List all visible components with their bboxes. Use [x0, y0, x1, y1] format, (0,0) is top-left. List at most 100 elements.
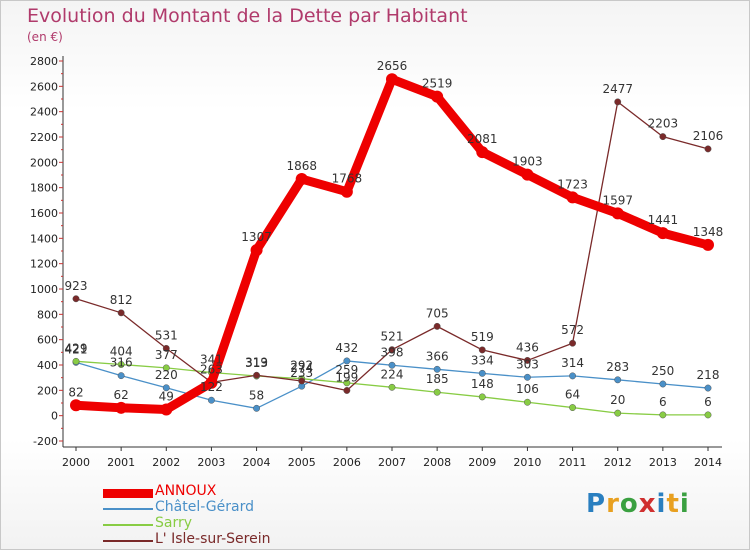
- data-point: [162, 384, 170, 392]
- logo-letter: i: [679, 489, 690, 519]
- data-label: 319: [245, 355, 268, 369]
- data-label: 283: [606, 360, 629, 374]
- data-point: [521, 168, 534, 181]
- data-label: 1348: [693, 225, 724, 239]
- legend-swatch: [103, 540, 153, 542]
- data-point: [433, 388, 441, 396]
- data-label: 20: [610, 393, 625, 407]
- data-point: [478, 369, 486, 377]
- data-label: 572: [561, 323, 584, 337]
- data-point: [295, 173, 308, 186]
- data-point: [433, 365, 441, 373]
- data-label: 519: [471, 330, 494, 344]
- logo-letter: i: [656, 489, 667, 519]
- y-tick-label: 800: [37, 308, 58, 321]
- data-label: 62: [114, 388, 129, 402]
- legend-label: Châtel-Gérard: [155, 499, 254, 515]
- x-tick-label: 2009: [468, 456, 496, 469]
- data-point: [566, 191, 579, 204]
- x-tick-label: 2010: [513, 456, 541, 469]
- x-tick-label: 2002: [152, 456, 180, 469]
- data-label: 314: [561, 356, 584, 370]
- data-point: [433, 322, 441, 330]
- data-label: 334: [471, 353, 494, 367]
- logo-letter: t: [666, 489, 680, 519]
- unit-label: (en €): [27, 30, 63, 44]
- data-label: 1723: [557, 177, 588, 191]
- data-point: [523, 398, 531, 406]
- data-label: 58: [249, 388, 264, 402]
- data-label: 303: [516, 357, 539, 371]
- data-label: 316: [110, 356, 133, 370]
- data-point: [115, 401, 128, 414]
- data-label: 705: [426, 306, 449, 320]
- data-label: 2081: [467, 132, 498, 146]
- x-tick-label: 2003: [197, 456, 225, 469]
- x-tick-label: 2008: [423, 456, 451, 469]
- y-tick-label: 2400: [30, 106, 58, 119]
- y-tick-label: 200: [37, 384, 58, 397]
- data-point: [298, 377, 306, 385]
- data-label: 199: [335, 370, 358, 384]
- data-label: 218: [697, 368, 720, 382]
- logo-letter: o: [619, 489, 639, 519]
- data-label: 436: [516, 340, 539, 354]
- data-point: [117, 372, 125, 380]
- data-label: 2203: [648, 117, 679, 131]
- data-point: [523, 373, 531, 381]
- data-point: [72, 295, 80, 303]
- data-point: [72, 357, 80, 365]
- data-label: 1768: [332, 172, 363, 186]
- x-tick-label: 2014: [694, 456, 722, 469]
- data-label: 6: [659, 395, 667, 409]
- data-label: 923: [65, 279, 88, 293]
- logo-letter: r: [606, 489, 620, 519]
- data-label: 122: [200, 380, 223, 394]
- data-point: [659, 133, 667, 141]
- data-point: [117, 309, 125, 317]
- data-point: [704, 411, 712, 419]
- y-tick-label: 1800: [30, 182, 58, 195]
- data-point: [704, 145, 712, 153]
- data-point: [250, 244, 263, 257]
- data-point: [388, 383, 396, 391]
- data-label: 1307: [241, 230, 272, 244]
- data-label: 49: [159, 389, 174, 403]
- data-label: 250: [651, 364, 674, 378]
- data-point: [702, 238, 714, 251]
- data-label: 2106: [693, 129, 724, 143]
- data-label: 313: [245, 356, 268, 370]
- x-tick-label: 2004: [243, 456, 271, 469]
- data-point: [614, 376, 622, 384]
- data-point: [569, 339, 577, 347]
- y-tick-label: 1600: [30, 207, 58, 220]
- data-label: 259: [335, 363, 358, 377]
- data-label: 398: [381, 345, 404, 359]
- data-label: 531: [155, 328, 178, 342]
- data-point: [659, 411, 667, 419]
- data-point: [614, 409, 622, 417]
- data-label: 366: [426, 349, 449, 363]
- x-tick-label: 2007: [378, 456, 406, 469]
- data-label: 1597: [602, 193, 633, 207]
- data-label: 64: [565, 388, 580, 402]
- y-tick-label: -200: [33, 435, 58, 448]
- data-label: 2656: [377, 59, 408, 73]
- legend-label: Sarry: [155, 515, 193, 531]
- data-label: 292: [290, 359, 313, 373]
- y-tick-label: 400: [37, 359, 58, 372]
- data-point: [611, 207, 624, 220]
- legend-swatch: [103, 488, 153, 498]
- data-point: [388, 361, 396, 369]
- data-point: [523, 356, 531, 364]
- legend-swatch: [103, 508, 153, 510]
- data-label: 421: [65, 342, 88, 356]
- data-label: 432: [335, 341, 358, 355]
- data-point: [253, 371, 261, 379]
- chart-title: Evolution du Montant de la Dette par Hab…: [27, 5, 468, 27]
- data-point: [659, 380, 667, 388]
- data-point: [162, 344, 170, 352]
- data-label: 148: [471, 377, 494, 391]
- data-point: [478, 393, 486, 401]
- x-tick-label: 2000: [62, 456, 90, 469]
